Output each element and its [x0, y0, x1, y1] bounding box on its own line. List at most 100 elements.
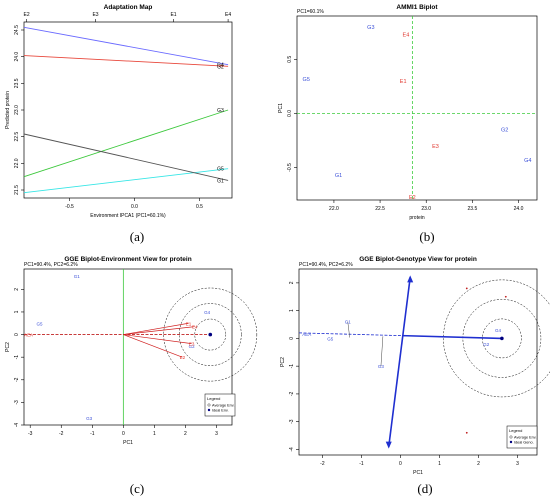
- point-label: E3: [432, 144, 439, 150]
- x-tick-label: 23.5: [468, 206, 478, 212]
- projection-line: [347, 321, 350, 338]
- point-label: E4: [192, 325, 198, 330]
- x-tick-label: -1: [359, 461, 364, 467]
- y-tick-label: -4: [14, 423, 20, 428]
- series-label: G5: [217, 167, 224, 173]
- point-label: G5: [303, 77, 310, 83]
- caption-b: (b): [419, 229, 435, 244]
- gge-genotype-view-chart: GGE Biplot-Genotype View for protein PC1=…: [280, 256, 550, 476]
- ideal-point: [208, 332, 213, 337]
- y-tick-label: 21.5: [14, 185, 20, 195]
- ammi1-biplot-chart: AMMI1 Biplot PC1=60.1% 22.0 22.5 23.0 23.5 24.…: [278, 4, 538, 221]
- y-axis-label: PC1: [278, 103, 284, 113]
- x-tick-label: 2: [477, 461, 480, 467]
- environment-marker: [504, 295, 507, 298]
- top-axis-label: E1: [170, 12, 176, 18]
- x-tick-label: 0: [399, 461, 402, 467]
- legend-item: Ideal Env.: [212, 409, 229, 413]
- plot-frame: [23, 268, 233, 426]
- y-tick-label: 22.0: [14, 158, 20, 168]
- y-tick-label: 22.5: [14, 132, 20, 142]
- chart-title: GGE Biplot-Genotype View for protein: [359, 256, 477, 263]
- point-label: G1: [345, 320, 352, 325]
- y-tick-label: 0.5: [287, 56, 293, 63]
- y-tick-label: -3: [14, 400, 20, 405]
- y-tick-label: 0: [14, 333, 20, 336]
- x-axis-label: PC1: [123, 440, 133, 446]
- point-label: G4: [204, 310, 211, 315]
- point-label: G1: [74, 274, 81, 279]
- x-tick-label: -2: [59, 431, 64, 437]
- legend-item: Average Env.: [514, 436, 536, 440]
- y-tick-label: 2: [289, 281, 295, 284]
- chart-subtitle: PC1=60.1%: [297, 9, 324, 15]
- x-axis-label: PC1: [413, 470, 423, 476]
- point-label: G2: [189, 344, 196, 349]
- x-tick-label: 23.0: [421, 206, 431, 212]
- perpendicular-axis: [387, 277, 411, 447]
- y-tick-label: -2: [14, 377, 20, 382]
- adaptation-map-chart: Adaptation Map -0.5 0.0 0.5 21.5 22.0 22.5 23.0…: [5, 4, 233, 219]
- top-axis-label: E4: [225, 12, 231, 18]
- x-tick-label: -3: [28, 431, 33, 437]
- x-tick-label: 1: [153, 431, 156, 437]
- legend-marker-ideal: [207, 408, 211, 412]
- point-label: E1: [400, 79, 407, 85]
- y-axis-label: Predicted protein: [5, 91, 11, 129]
- point-label: E4: [403, 32, 410, 38]
- point-label: G5: [327, 336, 334, 341]
- projection-line: [380, 336, 384, 367]
- point-label: G3: [378, 364, 385, 369]
- y-tick-label: -3: [289, 419, 295, 424]
- arrowhead-up: [407, 275, 414, 283]
- x-tick-label: 0: [122, 431, 125, 437]
- environment-vector: [123, 334, 192, 344]
- point-label: G3: [367, 25, 374, 31]
- environment-marker: [465, 287, 468, 290]
- y-tick-label: 1: [289, 309, 295, 312]
- series-label: G1: [217, 178, 224, 184]
- point-label: G2: [483, 342, 490, 347]
- legend-marker-average: [207, 403, 211, 407]
- point-label: G4: [495, 328, 502, 333]
- chart-subtitle: PC1=90.4%, PC2=6.2%: [24, 262, 78, 268]
- y-tick-label: -2: [289, 391, 295, 396]
- x-axis-label: protein: [409, 215, 425, 221]
- y-tick-label: -0.5: [287, 163, 293, 172]
- series-line: [23, 168, 229, 194]
- environment-vector: [123, 322, 189, 335]
- environment-vector: [123, 334, 183, 358]
- x-tick-label: -1: [90, 431, 95, 437]
- y-axis-label: PC2: [280, 357, 286, 367]
- chart-title: Adaptation Map: [104, 4, 153, 11]
- chart-subtitle: PC1=90.4%, PC2=6.2%: [299, 262, 353, 268]
- x-tick-label: 2: [184, 431, 187, 437]
- concentric-circle: [163, 287, 258, 382]
- point-label: G4: [524, 158, 531, 164]
- point-label: E2: [409, 195, 416, 201]
- gge-environment-view-chart: GGE Biplot-Environment View for proteinP…: [5, 256, 258, 446]
- point-label: E3: [189, 342, 195, 347]
- top-axis-label: E3: [92, 12, 98, 18]
- point-label: AEA: [302, 332, 311, 337]
- panel-a: Adaptation Map -0.5 0.0 0.5 21.5 22.0 22.5 23.0…: [0, 0, 275, 231]
- x-tick-label: 1: [438, 461, 441, 467]
- legend-item: Average Env.: [212, 404, 234, 408]
- y-tick-label: 2: [14, 288, 20, 291]
- x-tick-label: 0.5: [196, 204, 203, 210]
- concentric-circle: [194, 318, 227, 351]
- y-tick-label: -4: [289, 447, 295, 452]
- point-label: G3: [86, 416, 93, 421]
- concentric-circle: [462, 299, 542, 378]
- y-axis-label: PC2: [5, 342, 11, 352]
- series-line: [23, 55, 229, 67]
- point-label: G5: [37, 321, 44, 326]
- legend-item: Ideal Geno.: [514, 441, 534, 445]
- x-tick-label: 3: [516, 461, 519, 467]
- point-label: AEA: [24, 333, 33, 338]
- x-tick-label: 3: [215, 431, 218, 437]
- y-tick-label: -1: [289, 364, 295, 369]
- caption-a: (a): [129, 229, 145, 244]
- concentric-circle: [443, 279, 550, 398]
- x-tick-label: 22.5: [375, 206, 385, 212]
